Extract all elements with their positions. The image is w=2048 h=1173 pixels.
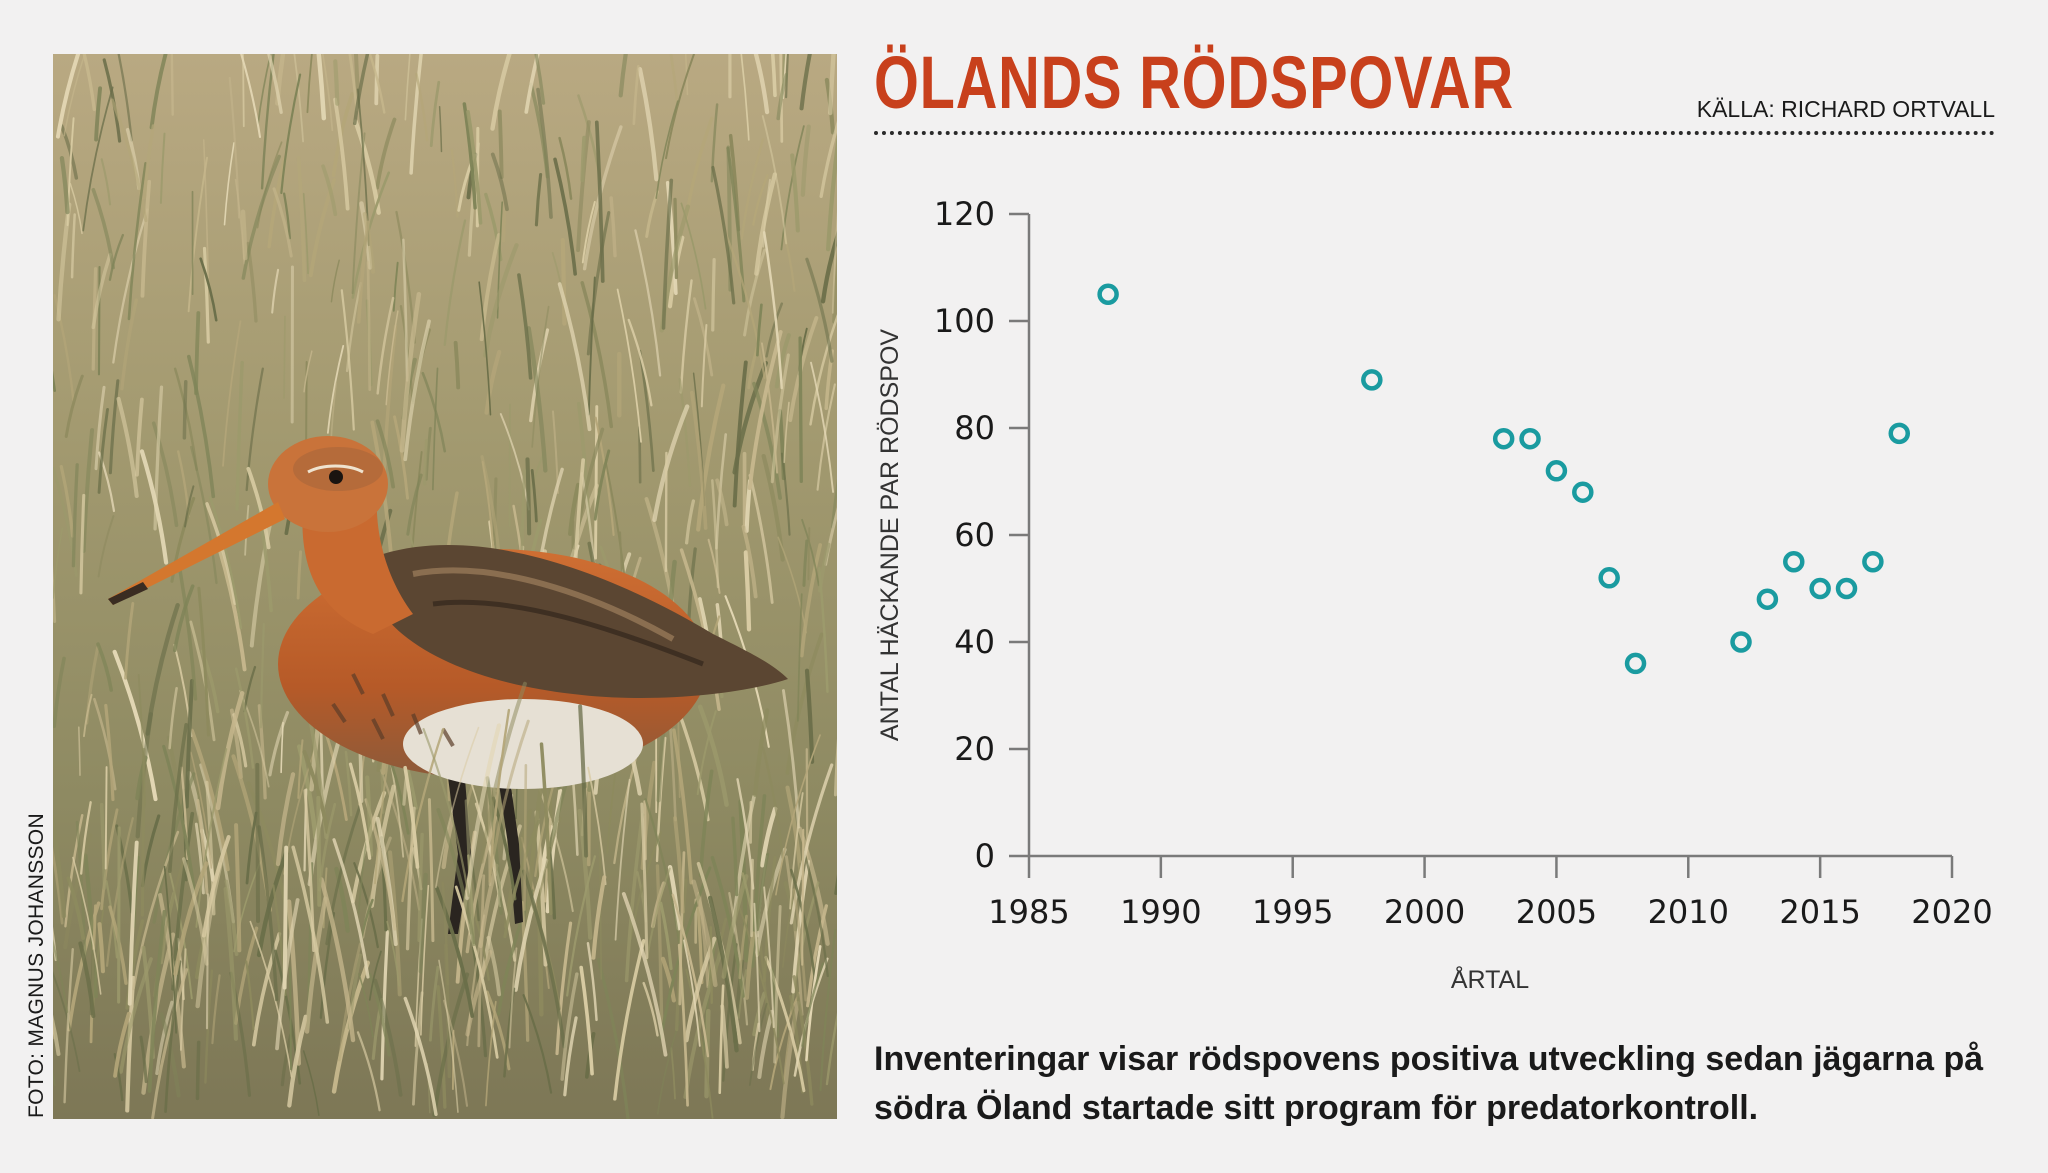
y-axis-label: ANTAL HÄCKANDE PAR RÖDSPOV bbox=[876, 329, 904, 741]
x-tick-label: 1985 bbox=[988, 893, 1069, 931]
data-point bbox=[1888, 422, 1911, 445]
data-point bbox=[1519, 427, 1541, 450]
y-tick-label: 0 bbox=[975, 837, 995, 875]
data-point bbox=[1783, 551, 1805, 573]
chart-caption: Inventeringar visar rödspovens positiva … bbox=[874, 1040, 1984, 1128]
data-point bbox=[1361, 369, 1383, 391]
scatter-chart: 0 20 40 60 80 100 120 1985 1990 1995 2000 2005 2010 2… bbox=[876, 195, 1993, 994]
y-tick-label: 60 bbox=[954, 516, 995, 554]
data-point bbox=[1492, 427, 1515, 450]
data-point bbox=[1598, 567, 1620, 589]
x-tick-label: 2015 bbox=[1779, 893, 1860, 931]
data-points bbox=[1097, 283, 1911, 675]
data-point bbox=[1809, 577, 1831, 600]
x-tick-label: 2020 bbox=[1911, 893, 1992, 931]
y-tick-label: 40 bbox=[954, 623, 995, 661]
data-point bbox=[1545, 460, 1568, 482]
y-tick-label: 80 bbox=[954, 409, 995, 447]
x-tick-label: 2000 bbox=[1384, 893, 1465, 931]
data-point bbox=[1862, 551, 1884, 573]
data-point bbox=[1572, 481, 1594, 503]
x-tick-label: 2005 bbox=[1516, 893, 1597, 931]
chart-title: ÖLANDS RÖDSPOVAR bbox=[874, 41, 1514, 124]
dotted-divider bbox=[874, 131, 1995, 135]
bird-photo bbox=[53, 54, 837, 1119]
data-point bbox=[1624, 652, 1647, 675]
y-tick-label: 120 bbox=[934, 195, 995, 233]
data-point bbox=[1835, 577, 1858, 600]
y-tick-label: 100 bbox=[934, 302, 995, 340]
data-point bbox=[1730, 631, 1752, 653]
godwit-bird-photo bbox=[53, 54, 837, 1119]
x-tick-label: 2010 bbox=[1648, 893, 1729, 931]
data-point bbox=[1097, 283, 1119, 305]
x-axis-label: ÅRTAL bbox=[1451, 964, 1529, 994]
x-tick-label: 1995 bbox=[1252, 893, 1333, 931]
source-label: KÄLLA: RICHARD ORTVALL bbox=[1696, 96, 1995, 122]
photo-credit: FOTO: MAGNUS JOHANSSON bbox=[25, 813, 48, 1118]
chart-axes: 0 20 40 60 80 100 120 1985 1990 1995 2000 2005 2010 2… bbox=[934, 195, 1993, 931]
data-point bbox=[1756, 588, 1779, 610]
x-tick-label: 1990 bbox=[1120, 893, 1201, 931]
y-tick-label: 20 bbox=[954, 730, 995, 768]
